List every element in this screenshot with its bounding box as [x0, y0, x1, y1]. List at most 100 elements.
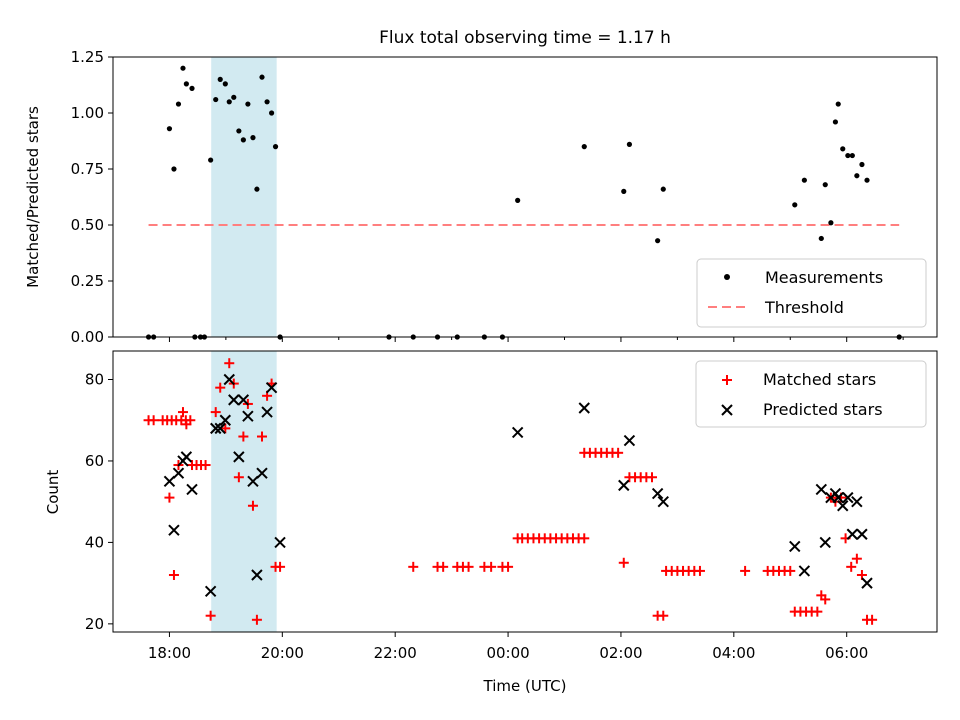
- predicted-star-point: [618, 479, 630, 492]
- predicted-star-point: [657, 495, 669, 508]
- matched-star-point: [256, 431, 267, 442]
- matched-star-point: [613, 447, 624, 458]
- measurement-point: [515, 197, 521, 203]
- measurement-point: [180, 65, 186, 71]
- matched-star-point: [408, 561, 419, 572]
- matched-star-point: [579, 533, 590, 544]
- measurement-point: [626, 141, 633, 147]
- matched-star-point: [503, 561, 514, 572]
- matched-star-point: [164, 492, 175, 503]
- top-panel: 0.00 0.25 0.50 0.75 1.00 1.25 Matched/Predict…: [24, 48, 938, 346]
- predicted-star-point: [186, 483, 198, 496]
- predicted-star-point: [256, 467, 268, 479]
- highlight-span: [211, 57, 277, 337]
- measurement-point: [236, 128, 242, 134]
- predicted-star-point: [861, 577, 873, 589]
- measurement-point: [226, 99, 232, 105]
- bottom-panel: 20 40 60 80 18:00 20:00 22:00 00:00 02:00 04:00 06…: [44, 350, 938, 695]
- chart-title: Flux total observing time = 1.17 h: [379, 28, 671, 48]
- measurement-point: [268, 110, 275, 116]
- measurement-point: [849, 152, 855, 159]
- measurement-point: [171, 166, 177, 172]
- matched-star-point: [740, 565, 751, 576]
- matched-star-point: [205, 610, 216, 621]
- highlight-span: [211, 351, 277, 632]
- predicted-star-point: [219, 414, 232, 426]
- measurement-point: [217, 76, 223, 82]
- matched-star-point: [812, 606, 823, 617]
- predicted-star-point: [837, 500, 849, 512]
- measurement-point: [240, 137, 246, 143]
- measurement-point: [840, 146, 846, 152]
- predicted-star-point: [247, 475, 259, 488]
- measurement-point: [835, 101, 841, 107]
- predicted-star-point: [578, 402, 590, 414]
- measurement-point: [845, 152, 851, 159]
- matched-star-point: [177, 407, 188, 418]
- predicted-star-point: [172, 467, 185, 479]
- measurement-point: [222, 81, 228, 87]
- predicted-star-point: [223, 373, 235, 386]
- top-y-tick-label: 0.50: [71, 216, 104, 234]
- measurement-point: [254, 186, 260, 192]
- predicted-star-point: [237, 394, 250, 406]
- measurement-point: [792, 202, 798, 208]
- matched-star-point: [224, 358, 235, 369]
- x-tick-label: 06:00: [825, 644, 868, 662]
- measurement-point: [660, 186, 666, 192]
- matched-star-point: [181, 419, 192, 430]
- top-y-label: Matched/Predicted stars: [24, 106, 42, 288]
- predicted-star-point: [815, 483, 828, 496]
- measurement-point: [213, 96, 219, 103]
- predicted-star-point: [274, 536, 286, 549]
- matched-star-point: [275, 561, 286, 572]
- bottom-legend: Matched stars Predicted stars: [695, 360, 927, 428]
- measurement-point: [581, 144, 587, 150]
- matched-star-point: [820, 594, 831, 605]
- x-tick-label: 22:00: [374, 644, 417, 662]
- predicted-star-point: [851, 495, 863, 508]
- measurement-point: [801, 177, 807, 183]
- predicted-star-point: [242, 410, 254, 422]
- predicted-star-point: [265, 381, 278, 394]
- legend-label-measurements: Measurements: [765, 268, 883, 287]
- x-tick-label: 20:00: [261, 644, 304, 662]
- matched-star-point: [463, 561, 474, 572]
- x-tick-label: 00:00: [486, 644, 529, 662]
- measurement-point: [859, 161, 865, 168]
- predicted-star-point: [251, 569, 263, 581]
- predicted-star-point: [261, 406, 273, 418]
- x-tick-label: 18:00: [148, 644, 191, 662]
- predicted-star-point: [819, 536, 831, 549]
- matched-star-point: [168, 569, 179, 580]
- top-axes-frame: [112, 56, 938, 338]
- matched-star-point: [618, 557, 629, 568]
- matched-star-point: [694, 565, 705, 576]
- x-tick-label: 02:00: [599, 644, 642, 662]
- matched-star-point: [220, 423, 231, 434]
- bottom-y-tick-label: 80: [85, 371, 104, 389]
- predicted-star-point: [228, 394, 240, 406]
- predicted-star-point: [168, 524, 180, 536]
- matched-star-point: [867, 614, 878, 625]
- x-axis-label: Time (UTC): [483, 677, 567, 695]
- legend-label-threshold: Threshold: [764, 298, 844, 317]
- predicted-star-point: [623, 434, 636, 447]
- measurement-point: [272, 144, 279, 150]
- measurement-point: [264, 99, 270, 105]
- bottom-y-tick-label: 40: [85, 533, 104, 551]
- predicted-star-point: [846, 528, 859, 540]
- matched-star-point: [233, 472, 244, 483]
- bottom-y-tick-label: 20: [85, 615, 104, 633]
- measurement-point: [259, 74, 265, 80]
- measurement-point: [208, 157, 214, 163]
- matched-star-point: [200, 460, 211, 471]
- bottom-y-tick-label: 60: [85, 452, 104, 470]
- bottom-axes-frame: [112, 350, 938, 633]
- predicted-star-point: [214, 422, 226, 435]
- measurement-point: [245, 101, 251, 107]
- legend-label-matched: Matched stars: [763, 370, 876, 389]
- x-tick-label: 04:00: [712, 644, 755, 662]
- measurement-point: [818, 235, 824, 242]
- predicted-star-point: [180, 451, 193, 463]
